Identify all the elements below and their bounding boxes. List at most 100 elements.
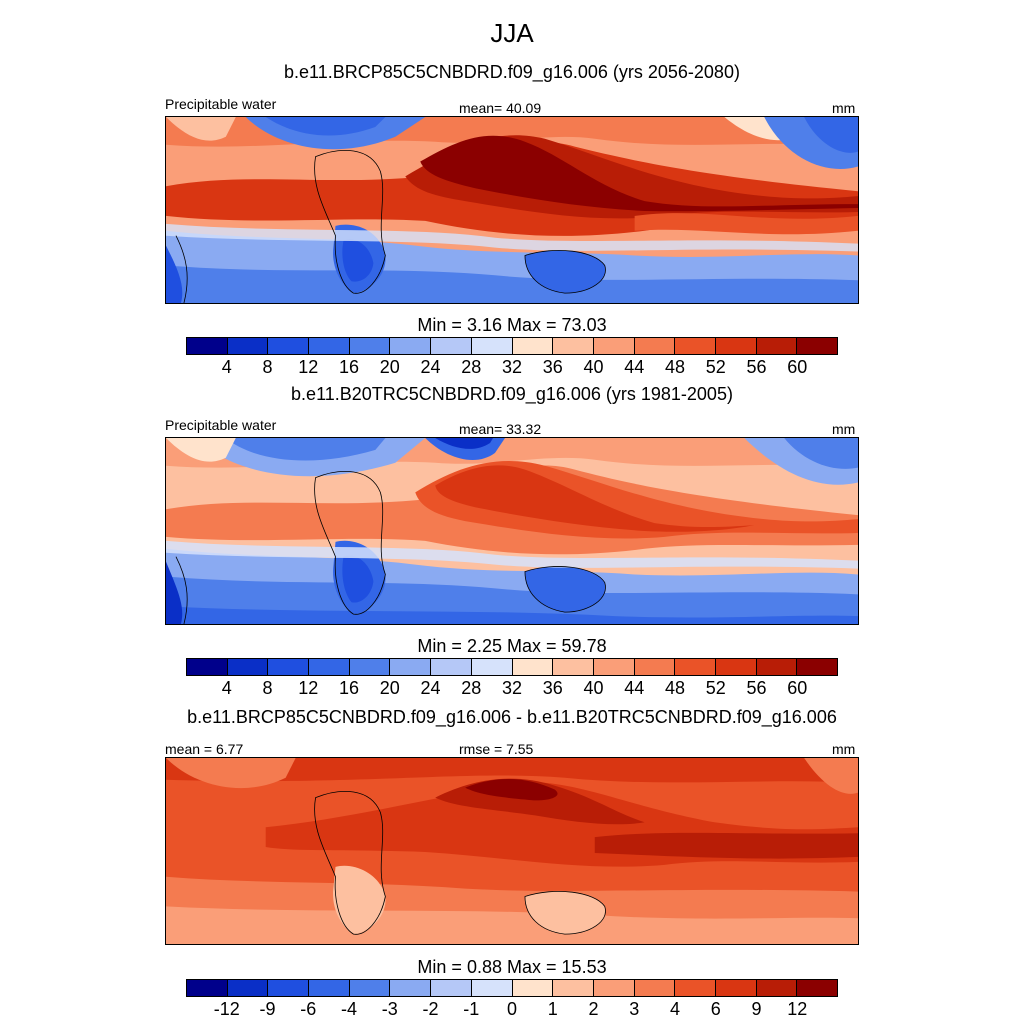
- panel2-units-label: mm: [832, 421, 856, 437]
- panel1-colorbar-ticks: 4 8 12 16 20 24 28 32 36 40 44 48 52 56 60: [186, 357, 838, 379]
- colorbar-swatch: [553, 980, 594, 996]
- colorbar-tick-label: 32: [501, 357, 523, 377]
- colorbar-tick-label: 16: [338, 357, 360, 377]
- colorbar-swatch: [309, 659, 350, 675]
- colorbar-swatch: [797, 659, 837, 675]
- colorbar-swatch: [675, 980, 716, 996]
- colorbar-swatch: [756, 338, 798, 354]
- colorbar-swatch: [634, 338, 676, 354]
- colorbar-swatch: [471, 659, 513, 675]
- colorbar-swatch: [187, 980, 228, 996]
- colorbar-tick-label: 1: [547, 999, 558, 1019]
- panel2-map: [165, 437, 859, 625]
- colorbar-swatch: [187, 659, 228, 675]
- colorbar-tick-label: 40: [583, 678, 604, 698]
- panel2-colorbar-ticks: 4 8 12 16 20 24 28 32 36 40 44 48 52 56 60: [186, 678, 838, 700]
- panel3-contour-plot: [166, 758, 858, 944]
- panel1-max-label: Max =: [507, 315, 557, 335]
- colorbar-swatch: [756, 659, 798, 675]
- panel2-min-label: Min =: [417, 636, 462, 656]
- colorbar-swatch: [512, 980, 554, 996]
- panel2-variable-label: Precipitable water: [165, 417, 277, 433]
- colorbar-tick-label: 28: [461, 357, 482, 377]
- colorbar-tick-label: 2: [588, 999, 599, 1019]
- panel1-min-label: Min =: [417, 315, 462, 335]
- colorbar-swatch: [553, 338, 594, 354]
- colorbar-tick-label: -3: [381, 999, 398, 1019]
- colorbar-tick-label: 60: [787, 678, 808, 698]
- colorbar-swatch: [187, 338, 228, 354]
- colorbar-swatch: [390, 980, 432, 996]
- panel1-variable-label: Precipitable water: [165, 96, 277, 112]
- colorbar-tick-label: 8: [262, 678, 273, 698]
- colorbar-tick-label: 36: [542, 357, 563, 377]
- colorbar-tick-label: 4: [221, 357, 232, 377]
- colorbar-tick-label: 48: [664, 357, 686, 377]
- colorbar-swatch: [349, 659, 391, 675]
- panel2-contour-plot: [166, 438, 858, 624]
- panel2-mean-label: mean= 33.32: [459, 421, 542, 437]
- colorbar-tick-label: 60: [787, 357, 808, 377]
- colorbar-tick-label: 12: [787, 999, 808, 1019]
- colorbar-tick-label: 4: [669, 999, 681, 1019]
- colorbar-swatch: [756, 980, 798, 996]
- colorbar-tick-label: 52: [705, 678, 726, 698]
- panel3-mean-label: mean = 6.77: [165, 741, 244, 757]
- panel1-mean-label: mean= 40.09: [459, 100, 542, 116]
- panel1-max-value: 73.03: [561, 315, 607, 335]
- colorbar-tick-label: -4: [340, 999, 358, 1019]
- colorbar-swatch: [715, 338, 757, 354]
- panel3-rmse-label: rmse = 7.55: [459, 741, 534, 757]
- panel2-max-value: 59.78: [561, 636, 607, 656]
- colorbar-tick-label: 6: [710, 999, 721, 1019]
- colorbar-swatch: [390, 338, 432, 354]
- colorbar-swatch: [268, 338, 310, 354]
- panel3-units-label: mm: [832, 741, 856, 757]
- colorbar-tick-label: 16: [338, 678, 360, 698]
- colorbar-swatch: [268, 980, 310, 996]
- colorbar-tick-label: 20: [379, 357, 400, 377]
- panel2-minmax: Min = 2.25 Max = 59.78: [0, 636, 1024, 657]
- colorbar-swatch: [309, 338, 350, 354]
- panel3-colorbar: [186, 979, 838, 997]
- colorbar-tick-label: 52: [705, 357, 726, 377]
- panel1-colorbar: [186, 337, 838, 355]
- colorbar-tick-label: 24: [420, 678, 441, 698]
- colorbar-swatch: [593, 980, 635, 996]
- colorbar-swatch: [593, 659, 635, 675]
- panel3-min-value: 0.88: [466, 957, 502, 977]
- panel3-colorbar-ticks: -12 -9 -6 -4 -3 -2 -1 0 1 2 3 4 6 9 12: [186, 999, 838, 1021]
- colorbar-tick-label: 20: [379, 678, 400, 698]
- colorbar-tick-label: -6: [300, 999, 317, 1019]
- panel1-minmax: Min = 3.16 Max = 73.03: [0, 315, 1024, 336]
- colorbar-swatch: [431, 980, 472, 996]
- colorbar-tick-label: -2: [422, 999, 439, 1019]
- panel3-minmax: Min = 0.88 Max = 15.53: [0, 957, 1024, 978]
- panel2-title: b.e11.B20TRC5CNBDRD.f09_g16.006 (yrs 198…: [291, 384, 733, 404]
- figure-title: JJA: [490, 18, 534, 48]
- colorbar-tick-label: 48: [664, 678, 686, 698]
- panel2-max-label: Max =: [507, 636, 557, 656]
- colorbar-swatch: [715, 659, 757, 675]
- colorbar-swatch: [797, 338, 837, 354]
- panel1-map: [165, 116, 859, 304]
- colorbar-swatch: [268, 659, 310, 675]
- panel3-max-label: Max =: [507, 957, 557, 977]
- colorbar-swatch: [634, 980, 676, 996]
- colorbar-swatch: [349, 338, 391, 354]
- colorbar-tick-label: -12: [213, 999, 240, 1019]
- colorbar-tick-label: -9: [259, 999, 276, 1019]
- colorbar-tick-label: 28: [461, 678, 482, 698]
- colorbar-swatch: [675, 659, 716, 675]
- colorbar-tick-label: 56: [746, 357, 767, 377]
- colorbar-swatch: [512, 659, 554, 675]
- colorbar-swatch: [349, 980, 391, 996]
- panel2-min-value: 2.25: [466, 636, 502, 656]
- panel3-title: b.e11.BRCP85C5CNBDRD.f09_g16.006 - b.e11…: [187, 707, 837, 727]
- colorbar-tick-label: 9: [751, 999, 762, 1019]
- colorbar-swatch: [675, 338, 716, 354]
- colorbar-swatch: [471, 980, 513, 996]
- colorbar-tick-label: 36: [542, 678, 563, 698]
- colorbar-swatch: [797, 980, 837, 996]
